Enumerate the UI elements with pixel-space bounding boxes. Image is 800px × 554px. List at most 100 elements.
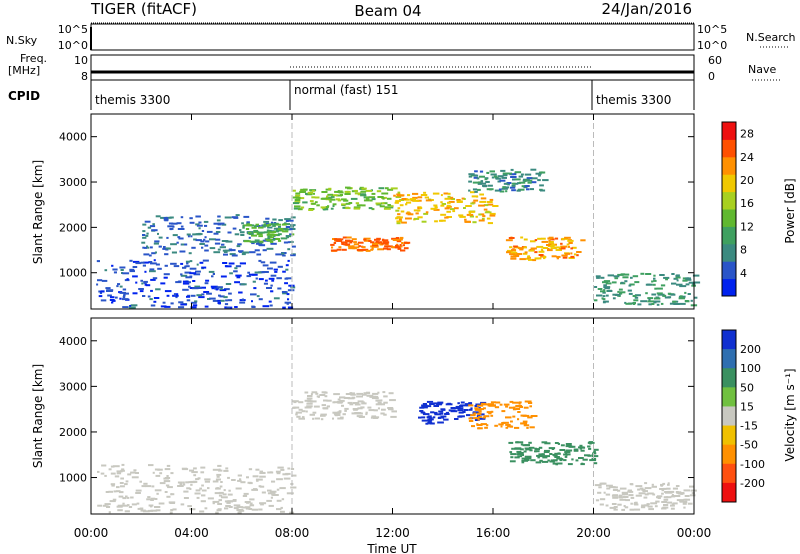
scatter-cell <box>335 198 341 201</box>
scatter-cell <box>438 416 445 419</box>
scatter-cell <box>405 212 412 215</box>
scatter-cell <box>141 241 146 244</box>
scatter-cell <box>262 249 267 252</box>
scatter-cell <box>213 222 219 225</box>
scatter-cell <box>486 411 492 414</box>
scatter-cell <box>630 496 635 499</box>
scatter-cell <box>478 213 482 216</box>
scatter-cell <box>397 213 401 216</box>
scatter-cell <box>405 217 412 220</box>
scatter-cell <box>165 247 170 250</box>
scatter-cell <box>195 270 201 273</box>
scatter-cell <box>178 237 184 240</box>
scatter-cell <box>640 300 648 303</box>
scatter-cell <box>253 488 258 491</box>
scatter-cell <box>473 176 479 179</box>
freq-tick-low: 8 <box>81 70 88 83</box>
scatter-cell <box>288 235 292 238</box>
scatter-cell <box>471 195 478 198</box>
scatter-cell <box>164 290 172 293</box>
scatter-cell <box>268 300 272 303</box>
scatter-cell <box>518 402 521 405</box>
scatter-cell <box>390 415 397 418</box>
scatter-cell <box>110 465 115 468</box>
scatter-cell <box>572 246 577 249</box>
scatter-cell <box>247 224 252 227</box>
scatter-cell <box>166 495 171 498</box>
scatter-cell <box>547 247 550 250</box>
scatter-cell <box>129 259 133 262</box>
scatter-cell <box>653 274 656 277</box>
scatter-cell <box>276 277 282 280</box>
scatter-cell <box>283 241 288 244</box>
scatter-cell <box>550 459 558 462</box>
scatter-cell <box>180 273 183 276</box>
scatter-cell <box>538 174 541 177</box>
scatter-cell <box>520 173 524 176</box>
scatter-cell <box>217 248 221 251</box>
scatter-cell <box>645 283 653 286</box>
scatter-cell <box>149 298 153 301</box>
scatter-cell <box>661 492 664 495</box>
scatter-cell <box>277 239 282 242</box>
scatter-cell <box>267 471 274 474</box>
scatter-cell <box>246 476 249 479</box>
scatter-cell <box>527 416 533 419</box>
scatter-cell <box>500 425 503 428</box>
scatter-cell <box>468 210 475 213</box>
scatter-cell <box>627 489 632 492</box>
scatter-cell <box>259 470 263 473</box>
scatter-cell <box>293 207 301 210</box>
scatter-cell <box>262 225 266 228</box>
scatter-cell <box>158 236 163 239</box>
scatter-cell <box>345 242 348 244</box>
scatter-cell <box>119 482 124 484</box>
scatter-cell <box>186 262 189 265</box>
scatter-cell <box>278 219 283 222</box>
scatter-cell <box>392 238 400 241</box>
power-ylabel: Slant Range [km] <box>31 160 45 264</box>
scatter-cell <box>315 392 319 395</box>
scatter-cell <box>605 493 611 496</box>
scatter-cell <box>490 173 497 176</box>
scatter-cell <box>326 405 330 408</box>
scatter-cell <box>241 298 244 301</box>
scatter-cell <box>600 482 607 485</box>
scatter-cell <box>151 252 156 255</box>
scatter-cell <box>221 223 227 226</box>
colorbar-tick-label: 20 <box>740 174 754 187</box>
scatter-cell <box>129 270 135 273</box>
scatter-cell <box>483 407 486 410</box>
scatter-cell <box>445 411 449 414</box>
scatter-cell <box>201 489 207 492</box>
scatter-cell <box>189 221 195 224</box>
scatter-cell <box>296 415 301 418</box>
scatter-cell <box>551 255 557 258</box>
scatter-cell <box>143 253 150 256</box>
scatter-cell <box>223 469 229 472</box>
scatter-cell <box>280 506 283 509</box>
scatter-cell <box>190 235 193 238</box>
nsky-panel: N.Sky 10^5 10^0 10^5 10^0 N.Search <box>6 22 796 52</box>
scatter-cell <box>204 244 209 247</box>
scatter-cell <box>127 473 132 476</box>
scatter-cell <box>275 253 280 256</box>
scatter-cell <box>232 227 237 230</box>
scatter-cell <box>258 243 263 246</box>
colorbar-tick-label: -100 <box>740 458 765 471</box>
colorbar-swatch <box>722 368 736 388</box>
scatter-cell <box>638 492 646 495</box>
scatter-cell <box>344 407 349 410</box>
scatter-cell <box>396 194 404 197</box>
scatter-cell <box>548 243 554 246</box>
scatter-cell <box>132 266 138 268</box>
scatter-cell <box>175 281 182 284</box>
scatter-cell <box>212 500 220 503</box>
scatter-cell <box>338 246 342 249</box>
scatter-cell <box>446 204 451 207</box>
scatter-cell <box>169 502 175 504</box>
scatter-cell <box>505 426 509 429</box>
scatter-cell <box>505 239 513 242</box>
scatter-cell <box>524 179 528 182</box>
